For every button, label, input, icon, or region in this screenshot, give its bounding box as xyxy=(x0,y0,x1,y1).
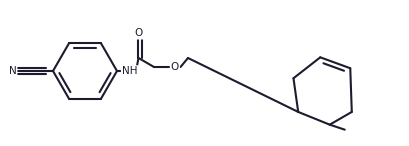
Text: O: O xyxy=(134,28,142,39)
Text: NH: NH xyxy=(121,66,137,76)
Text: N: N xyxy=(9,66,16,76)
Text: O: O xyxy=(171,62,179,72)
